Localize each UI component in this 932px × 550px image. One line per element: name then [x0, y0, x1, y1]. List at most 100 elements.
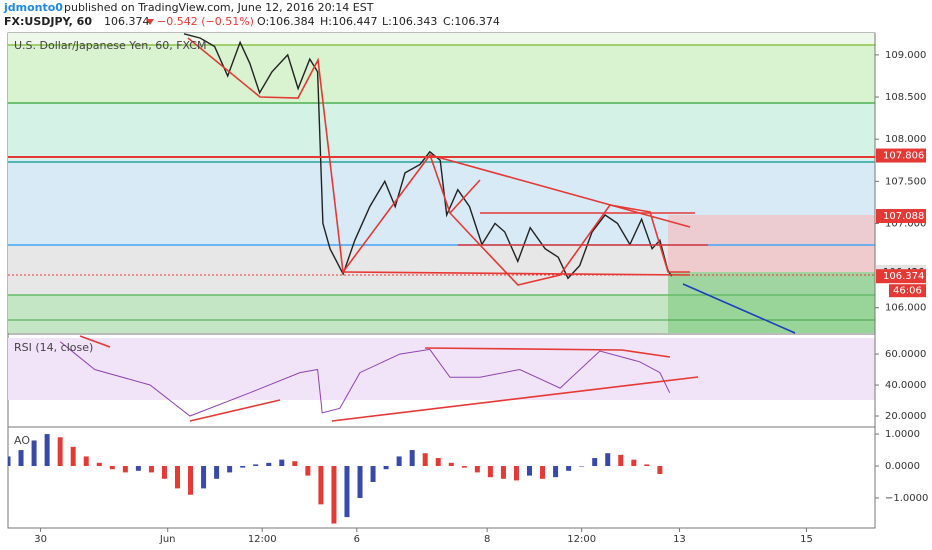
ao-bar	[448, 462, 454, 467]
panel	[59, 341, 671, 417]
y-tick-label: −1.0000	[885, 493, 928, 504]
ao-bar	[292, 461, 298, 467]
ao-bar	[566, 466, 572, 471]
ao-bar	[631, 459, 637, 467]
panel-title: RSI (14, close)	[14, 341, 93, 354]
ao-bar	[70, 446, 76, 467]
price-label-box	[876, 148, 926, 163]
x-tick-label: 30	[34, 534, 47, 545]
ao-bar	[331, 466, 337, 524]
symbol: FX:USDJPY, 60	[4, 15, 92, 28]
x-tick-label: 6	[354, 534, 360, 545]
ao-bar	[148, 466, 154, 473]
ao-bar	[44, 434, 50, 467]
ao-bar	[279, 459, 285, 467]
ao-bar	[201, 466, 207, 489]
ao-bar	[461, 466, 467, 468]
x-tick-label: 12:00	[248, 534, 277, 545]
author[interactable]: jdmonto0	[3, 1, 63, 14]
panel-title: AO	[14, 434, 30, 447]
y-tick-label: 1.0000	[885, 429, 920, 440]
y-tick-label: 60.0000	[885, 349, 926, 360]
ao-bar	[618, 454, 624, 467]
ao-bar	[266, 462, 272, 467]
ao-bar	[592, 458, 598, 467]
ao-bar	[135, 466, 141, 471]
ao-bar	[513, 466, 519, 481]
x-tick-label: 13	[673, 534, 686, 545]
x-tick-label: 15	[800, 534, 813, 545]
ao-bar	[540, 466, 546, 479]
projection-line	[682, 283, 796, 334]
ao-bar	[579, 466, 585, 467]
countdown: 46:06	[893, 286, 922, 297]
ao-bar	[474, 466, 480, 473]
y-tick-label: 108.000	[885, 134, 926, 145]
ao-bar	[383, 466, 389, 470]
ao-bar	[96, 462, 102, 467]
ao-bar	[227, 466, 233, 473]
price-label: 106.374	[883, 271, 924, 282]
close: C:106.374	[443, 15, 500, 28]
ao-bar	[240, 466, 246, 468]
price-label-box	[876, 209, 926, 224]
ao-bar	[57, 437, 63, 467]
y-tick-label: 107.000	[885, 218, 926, 229]
rsi-band	[8, 338, 875, 400]
x-tick-label: 8	[484, 534, 490, 545]
high: H:106.447	[320, 15, 377, 28]
ao-bar	[83, 456, 89, 467]
y-tick-label: 109.000	[885, 50, 926, 61]
ao-bar	[174, 466, 180, 489]
ao-bar	[605, 453, 611, 467]
published: published on TradingView.com, June 12, 2…	[64, 1, 374, 14]
ao-bar	[253, 464, 259, 467]
ao-bar	[370, 466, 376, 482]
ao-bar	[435, 458, 441, 467]
ao-bar	[357, 466, 363, 498]
ao-bar	[344, 466, 350, 518]
ao-bar	[500, 466, 506, 479]
ao-bar	[18, 450, 24, 467]
ao-bar	[487, 466, 493, 478]
price-label-box	[876, 269, 926, 284]
ao-bar	[527, 466, 533, 476]
down-arrow	[146, 19, 154, 25]
ao-bar	[553, 466, 559, 478]
ao-bar	[214, 466, 220, 479]
ao-bar	[109, 466, 115, 470]
ao-bar	[422, 453, 428, 467]
y-tick-label: 20.0000	[885, 411, 926, 422]
y-tick-label: 108.500	[885, 92, 926, 103]
y-tick-label: 40.0000	[885, 380, 926, 391]
ao-bar	[318, 466, 324, 505]
ao-bar	[409, 450, 415, 467]
ao-bar	[122, 466, 128, 473]
fib-bands	[8, 33, 875, 333]
trendlines	[8, 37, 875, 422]
ao-bar	[657, 466, 663, 475]
x-tick-label: Jun	[159, 534, 176, 545]
price-label: 107.806	[883, 151, 924, 162]
y-tick-label: 106.000	[885, 303, 926, 314]
y-tick-label: 107.500	[885, 176, 926, 187]
ao-bar	[161, 466, 167, 479]
ao-bar	[305, 466, 311, 476]
series-line	[59, 341, 671, 417]
price-label: 107.088	[883, 211, 924, 222]
ao-bar	[396, 456, 402, 467]
ao-bar	[644, 464, 650, 467]
ao-bar	[8, 456, 11, 467]
ao-bar	[188, 466, 194, 495]
ao-bar	[31, 440, 37, 467]
countdown-box	[889, 284, 926, 298]
change: −0.542 (−0.51%)	[157, 15, 254, 28]
low: L:106.343	[382, 15, 437, 28]
y-tick-label: 0.0000	[885, 461, 920, 472]
x-tick-label: 12:00	[567, 534, 596, 545]
open: O:106.384	[257, 15, 315, 28]
panel	[8, 434, 663, 524]
last: 106.374	[104, 15, 150, 28]
panel-title: U.S. Dollar/Japanese Yen, 60, FXCM	[14, 39, 206, 52]
